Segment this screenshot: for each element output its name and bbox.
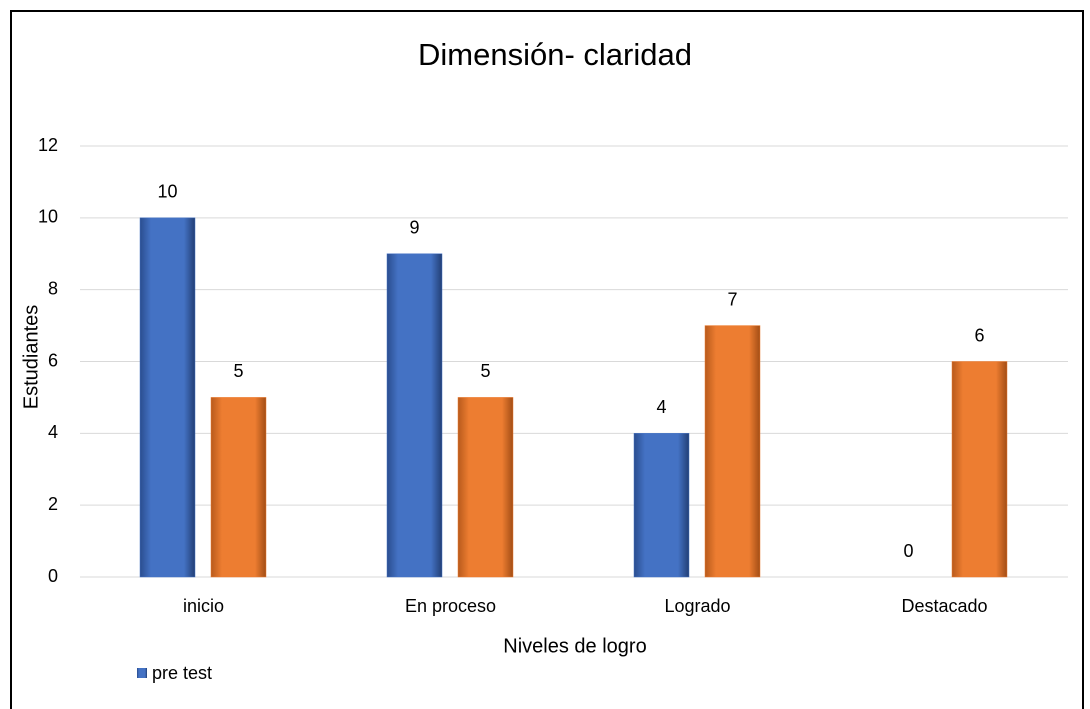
bar [457, 397, 514, 578]
data-label: 10 [157, 182, 177, 202]
y-tick-label: 4 [48, 422, 58, 442]
chart-title: Dimensión- claridad [418, 37, 692, 72]
y-tick-label: 8 [48, 278, 58, 298]
bar [139, 217, 196, 578]
data-label: 0 [903, 541, 913, 561]
y-tick-label: 6 [48, 350, 58, 370]
bar [386, 253, 443, 578]
data-label: 5 [480, 361, 490, 381]
legend-swatch [137, 668, 147, 678]
y-tick-label: 2 [48, 494, 58, 514]
frame [10, 10, 1084, 709]
x-tick-label: En proceso [405, 596, 496, 616]
data-label: 4 [656, 397, 666, 417]
x-axis-label: Niveles de logro [503, 635, 646, 657]
legend-label: pre test [152, 663, 212, 683]
x-tick-label: inicio [183, 596, 224, 616]
data-label: 9 [409, 218, 419, 238]
bar [704, 325, 761, 578]
bar [210, 397, 267, 578]
x-tick-label: Logrado [664, 596, 730, 616]
data-label: 5 [233, 361, 243, 381]
y-tick-label: 0 [48, 566, 58, 586]
y-tick-label: 10 [38, 207, 58, 227]
y-tick-label: 12 [38, 135, 58, 155]
x-tick-label: Destacado [901, 596, 987, 616]
data-label: 7 [727, 289, 737, 309]
bar [633, 433, 690, 578]
bar [951, 361, 1008, 578]
y-axis-label: Estudiantes [20, 305, 42, 410]
data-label: 6 [974, 325, 984, 345]
